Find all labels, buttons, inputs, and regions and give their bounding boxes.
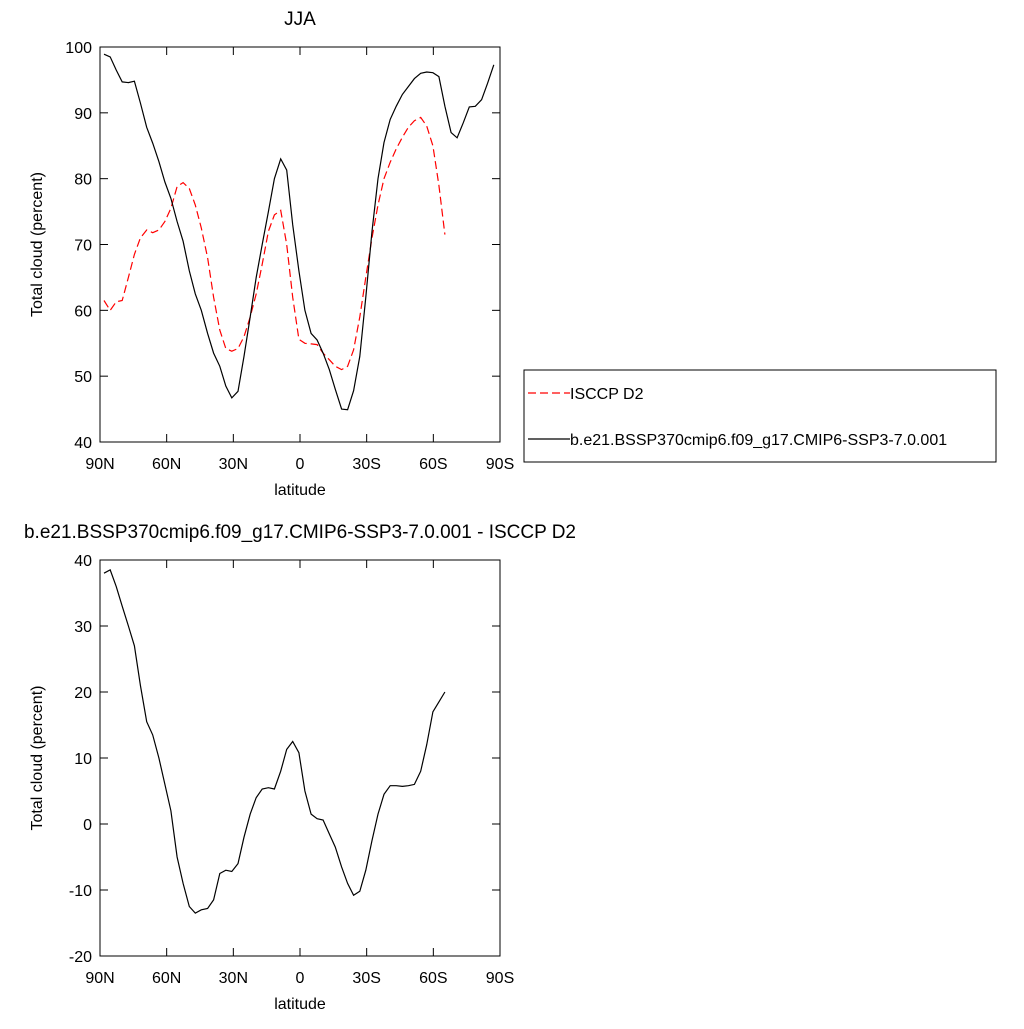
x-tick-label: 30N xyxy=(219,970,248,987)
legend-label: b.e21.BSSP370cmip6.f09_g17.CMIP6-SSP3-7.… xyxy=(570,432,947,449)
y-tick-label: 60 xyxy=(74,303,92,320)
y-tick-label: -20 xyxy=(69,949,92,966)
x-tick-label: 30S xyxy=(352,970,380,987)
x-tick-label: 60S xyxy=(419,970,447,987)
x-tick-label: 60S xyxy=(419,456,447,473)
x-tick-label: 30S xyxy=(352,456,380,473)
y-tick-label: 40 xyxy=(74,553,92,570)
y-axis-label: Total cloud (percent) xyxy=(29,686,46,831)
x-tick-label: 90S xyxy=(486,970,514,987)
legend-frame xyxy=(523,369,997,463)
legend-label: ISCCP D2 xyxy=(570,386,644,403)
x-tick-label: 90S xyxy=(486,456,514,473)
plot-frame xyxy=(99,46,501,443)
y-tick-label: 100 xyxy=(65,40,92,57)
x-axis-label: latitude xyxy=(274,996,326,1013)
chart-title: JJA xyxy=(284,9,316,30)
y-tick-label: 10 xyxy=(74,751,92,768)
y-tick-label: 30 xyxy=(74,619,92,636)
y-tick-label: 20 xyxy=(74,685,92,702)
y-tick-label: 90 xyxy=(74,106,92,123)
x-tick-label: 0 xyxy=(296,456,305,473)
x-axis-label: latitude xyxy=(274,482,326,499)
x-tick-label: 60N xyxy=(152,970,181,987)
chart-title: b.e21.BSSP370cmip6.f09_g17.CMIP6-SSP3-7.… xyxy=(24,522,576,543)
x-tick-label: 0 xyxy=(296,970,305,987)
y-axis-label: Total cloud (percent) xyxy=(29,172,46,317)
y-tick-label: -10 xyxy=(69,883,92,900)
data-line xyxy=(103,53,495,411)
x-tick-label: 90N xyxy=(85,970,114,987)
x-tick-label: 60N xyxy=(152,456,181,473)
data-line xyxy=(103,569,446,914)
x-tick-label: 30N xyxy=(219,456,248,473)
data-line xyxy=(103,116,446,371)
y-tick-label: 40 xyxy=(74,435,92,452)
y-tick-label: 0 xyxy=(83,817,92,834)
y-tick-label: 80 xyxy=(74,172,92,189)
y-tick-label: 70 xyxy=(74,238,92,255)
x-tick-label: 90N xyxy=(85,456,114,473)
y-tick-label: 50 xyxy=(74,369,92,386)
